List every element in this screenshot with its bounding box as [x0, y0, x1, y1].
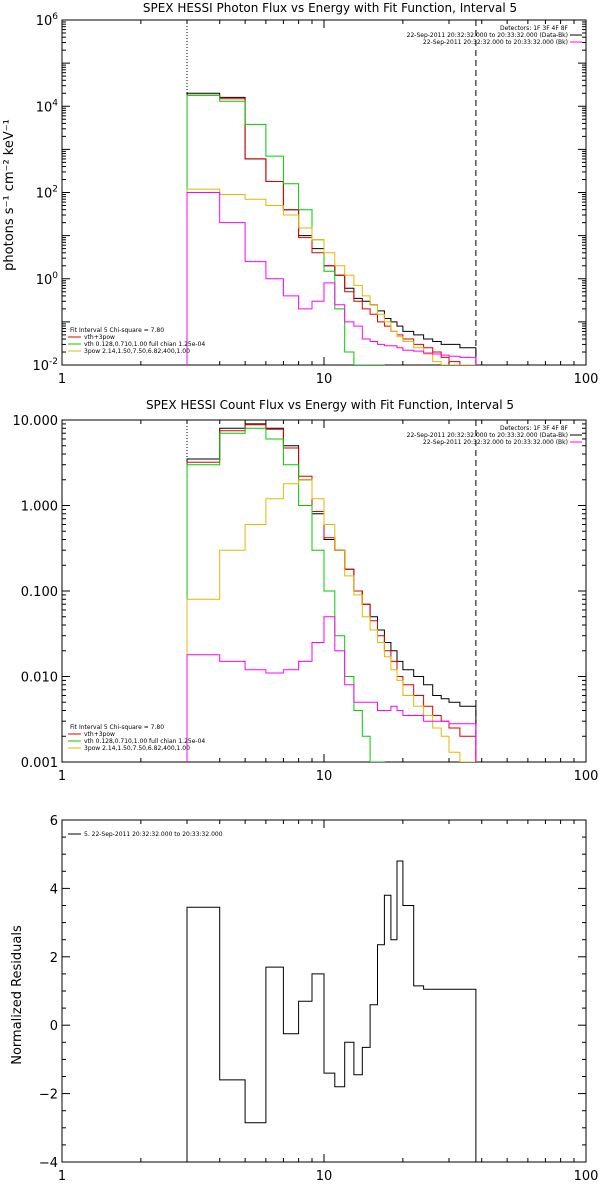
legend-entry: vth 0.128,0.710,1.00 full chian 1.25e-04	[84, 738, 205, 745]
legend-entry: Fit Interval 5 Chi-square = 7.80	[70, 327, 164, 334]
x-tick-label: 100	[574, 372, 599, 387]
y-tick-label: 104	[36, 98, 59, 115]
series-residual	[186, 860, 477, 1162]
series-3pow	[186, 479, 477, 762]
y-tick-label: 102	[36, 185, 58, 202]
series-vth	[186, 94, 385, 365]
x-tick-label: 1	[58, 769, 66, 784]
legend-entry: vth+3pow	[84, 731, 115, 738]
y-tick-label: −2	[39, 1088, 58, 1103]
series-vth-3pow	[186, 424, 477, 762]
y-tick-label: 0.010	[21, 671, 58, 686]
series-vth-3pow	[186, 94, 477, 365]
legend-entry: vth 0.128,0.710,1.00 full chian 1.25e-04	[84, 341, 205, 348]
x-tick-label: 100	[574, 1169, 599, 1184]
legend-entry: Detectors: 1F 3F 4F 8F	[500, 25, 569, 32]
x-tick-label: 10	[316, 1169, 333, 1184]
x-tick-label: 1	[58, 1169, 66, 1184]
y-tick-label: 10-2	[32, 357, 58, 374]
series-bk	[186, 616, 477, 762]
legend-entry: Fit Interval 5 Chi-square = 7.80	[70, 724, 164, 731]
series-data-bk	[186, 92, 477, 365]
y-tick-label: 0.100	[21, 585, 58, 600]
y-tick-label: 106	[36, 12, 59, 29]
y-axis-label: photons s⁻¹ cm⁻² keV⁻¹	[2, 119, 17, 271]
count-flux-panel: SPEX HESSI Count Flux vs Energy with Fit…	[13, 398, 599, 784]
legend-entry: 5. 22-Sep-2011 20:32:32.000 to 20:33:32.…	[84, 831, 223, 838]
photon-flux-panel: SPEX HESSI Photon Flux vs Energy with Fi…	[2, 1, 598, 387]
x-tick-label: 100	[574, 769, 599, 784]
series-bk	[186, 192, 477, 365]
y-tick-label: 10.000	[13, 414, 59, 429]
chart-title: SPEX HESSI Photon Flux vs Energy with Fi…	[143, 1, 517, 15]
y-tick-label: 2	[50, 951, 58, 966]
y-axis-label: Normalized Residuals	[10, 925, 25, 1065]
x-tick-label: 10	[316, 769, 333, 784]
legend-entry: 22-Sep-2011 20:32:32.000 to 20:33:32.000…	[407, 432, 568, 439]
legend-entry: 22-Sep-2011 20:32:32.000 to 20:33:32.000…	[423, 439, 568, 446]
legend-entry: 3pow 2.14,1.50,7.50,6.82,400,1.00	[84, 745, 190, 752]
legend-entry: Detectors: 1F 3F 4F 8F	[500, 425, 569, 432]
y-tick-label: 100	[36, 271, 59, 288]
plot-frame	[61, 19, 587, 366]
x-tick-label: 10	[316, 372, 333, 387]
legend-entry: vth+3pow	[84, 334, 115, 341]
y-tick-label: 1.000	[21, 500, 58, 515]
series-3pow	[186, 188, 477, 365]
y-tick-label: 0.001	[21, 756, 58, 771]
y-tick-label: 4	[50, 882, 58, 897]
legend-entry: 22-Sep-2011 20:32:32.000 to 20:33:32.000…	[423, 39, 568, 46]
chart-title: SPEX HESSI Count Flux vs Energy with Fit…	[146, 398, 514, 412]
y-tick-label: −4	[39, 1156, 58, 1171]
y-tick-label: 6	[50, 814, 58, 829]
residuals-panel: 1 10 100 −4 −2 0 2 4 6 5. 22-Sep-2011 20:32:32.00…	[10, 814, 598, 1184]
legend-entry: 3pow 2.14,1.50,7.50,6.82,400,1.00	[84, 348, 190, 355]
legend-entry: 22-Sep-2011 20:32:32.000 to 20:33:32.000…	[407, 32, 568, 39]
x-tick-label: 1	[58, 372, 66, 387]
y-tick-label: 0	[50, 1019, 58, 1034]
